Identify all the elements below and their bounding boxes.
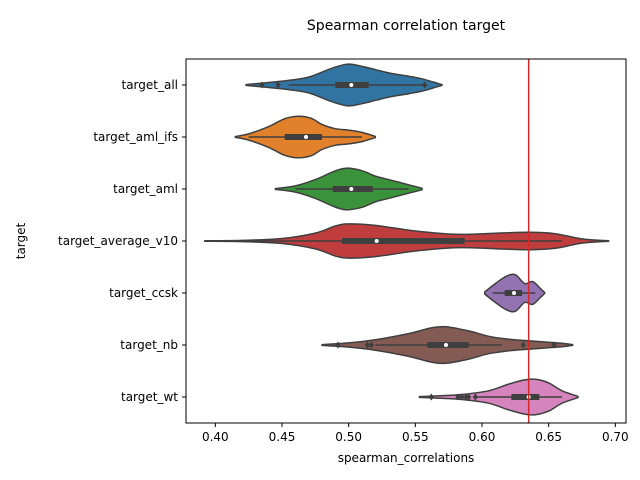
violin-target_average_v10	[203, 223, 610, 259]
outlier-target_nb-0	[335, 341, 341, 349]
y-tick-label: target_wt	[121, 390, 178, 404]
median-target_aml	[349, 187, 354, 191]
y-tick-label: target_aml_ifs	[93, 130, 178, 144]
iqr-box-target_average_v10	[342, 238, 465, 244]
outlier-target_nb-2	[368, 341, 374, 349]
outlier-target_wt-2	[459, 393, 465, 401]
outlier-target_wt-0	[428, 393, 434, 401]
y-axis-label: target	[14, 222, 28, 259]
outlier-target_all-0	[259, 81, 265, 89]
violin-target_nb	[321, 325, 574, 365]
outlier-target_wt-1	[455, 393, 461, 401]
violin-target_aml	[274, 167, 423, 211]
outlier-target_nb-3	[520, 341, 526, 349]
y-tick-label: target_nb	[120, 338, 178, 352]
x-tick-label: 0.70	[602, 430, 629, 444]
x-axis: 0.40 0.45 0.50 0.55 0.60 0.65 0.70	[202, 423, 629, 444]
violin-target_all	[245, 63, 443, 107]
y-axis: target_all target_aml_ifs target_amltarget…	[58, 78, 186, 404]
outlier-target_all-2	[422, 81, 428, 89]
median-target_aml_ifs	[304, 135, 308, 139]
chart-title: Spearman correlation target	[307, 18, 506, 34]
y-tick-label: target_ccsk	[109, 286, 178, 300]
outlier-target_nb-4	[551, 341, 557, 349]
x-tick-label: 0.45	[269, 430, 296, 444]
outlier-target_wt-3	[463, 393, 469, 401]
x-tick-label: 0.50	[335, 430, 362, 444]
x-axis-label: spearman_correlations	[338, 451, 475, 465]
violin-target_wt	[418, 378, 579, 416]
median-target_all	[349, 83, 354, 87]
x-tick-label: 0.40	[202, 430, 229, 444]
median-target_ccsk	[512, 291, 516, 295]
outlier-target_wt-5	[472, 393, 478, 401]
y-tick-label: target_aml	[113, 182, 178, 196]
median-target_average_v10	[374, 239, 379, 243]
outlier-target_all-1	[275, 81, 281, 89]
y-tick-label: target_all	[121, 78, 178, 92]
x-tick-label: 0.55	[402, 430, 429, 444]
iqr-box-target_aml_ifs	[284, 134, 322, 140]
x-tick-label: 0.60	[469, 430, 496, 444]
y-tick-label: target_average_v10	[58, 234, 178, 248]
outlier-target_wt-4	[466, 393, 472, 401]
x-tick-label: 0.65	[535, 430, 562, 444]
outlier-target_nb-1	[364, 341, 370, 349]
violin-target_aml_ifs	[234, 115, 377, 159]
median-target_nb	[444, 343, 448, 347]
plot-area	[203, 59, 610, 423]
iqr-box-target_wt	[511, 394, 540, 400]
